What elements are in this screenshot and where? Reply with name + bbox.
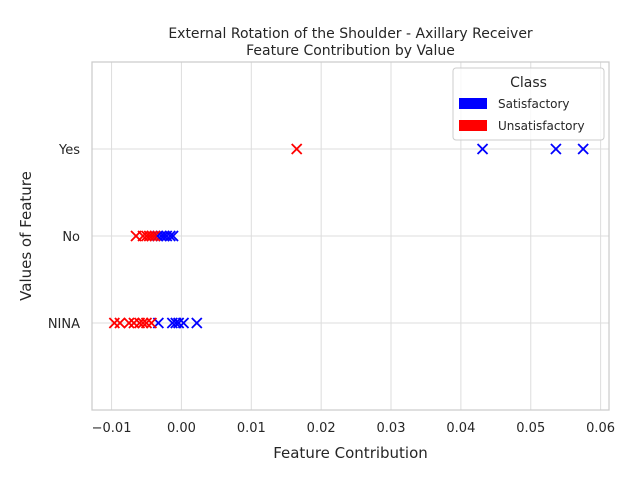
point-unsatisfactory bbox=[123, 317, 135, 329]
x-tick-label: 0.03 bbox=[377, 421, 406, 436]
x-axis-label: Feature Contribution bbox=[273, 444, 428, 462]
point-satisfactory bbox=[172, 317, 185, 329]
x-tick-labels: −0.01 0.00 0.01 0.02 0.03 0.04 0.05 0.06 bbox=[92, 421, 615, 436]
x-tick-label: 0.06 bbox=[586, 421, 615, 436]
legend-swatch-unsatisfactory bbox=[459, 120, 487, 131]
point-unsatisfactory bbox=[137, 317, 149, 329]
point-satisfactory bbox=[164, 230, 176, 242]
point-unsatisfactory bbox=[146, 230, 158, 242]
legend-label-unsatisfactory: Unsatisfactory bbox=[498, 119, 585, 133]
legend-title: Class bbox=[510, 75, 547, 91]
plot-frame bbox=[91, 61, 610, 411]
point-satisfactory bbox=[476, 143, 489, 155]
x-tick-label: 0.02 bbox=[307, 421, 336, 436]
legend-label-satisfactory: Satisfactory bbox=[498, 97, 570, 111]
point-unsatisfactory bbox=[149, 230, 161, 242]
y-tick-label: No bbox=[62, 230, 80, 245]
legend: Class Satisfactory Unsatisfactory bbox=[452, 67, 605, 141]
y-tick-labels: NINA No Yes bbox=[48, 143, 80, 332]
point-satisfactory bbox=[191, 317, 203, 329]
x-tick-label: −0.01 bbox=[92, 421, 132, 436]
point-satisfactory bbox=[577, 143, 589, 155]
point-unsatisfactory bbox=[291, 143, 303, 155]
chart-title: External Rotation of the Shoulder - Axil… bbox=[168, 26, 533, 42]
legend-box bbox=[452, 67, 605, 141]
x-tick-label: 0.05 bbox=[516, 421, 545, 436]
point-satisfactory bbox=[167, 230, 179, 242]
y-tick-label: Yes bbox=[58, 143, 80, 158]
y-tick-label: NINA bbox=[48, 317, 80, 332]
legend-swatch-satisfactory bbox=[459, 98, 487, 109]
x-tick-label: 0.04 bbox=[446, 421, 475, 436]
point-unsatisfactory bbox=[114, 317, 126, 329]
chart-subtitle: Feature Contribution by Value bbox=[246, 43, 455, 59]
point-satisfactory bbox=[177, 317, 190, 329]
y-axis-label: Values of Feature bbox=[17, 171, 35, 301]
point-satisfactory bbox=[550, 143, 562, 155]
data-points bbox=[108, 143, 589, 329]
x-tick-label: 0.00 bbox=[167, 421, 196, 436]
x-tick-label: 0.01 bbox=[237, 421, 266, 436]
point-unsatisfactory bbox=[145, 317, 158, 329]
point-unsatisfactory bbox=[140, 317, 153, 329]
